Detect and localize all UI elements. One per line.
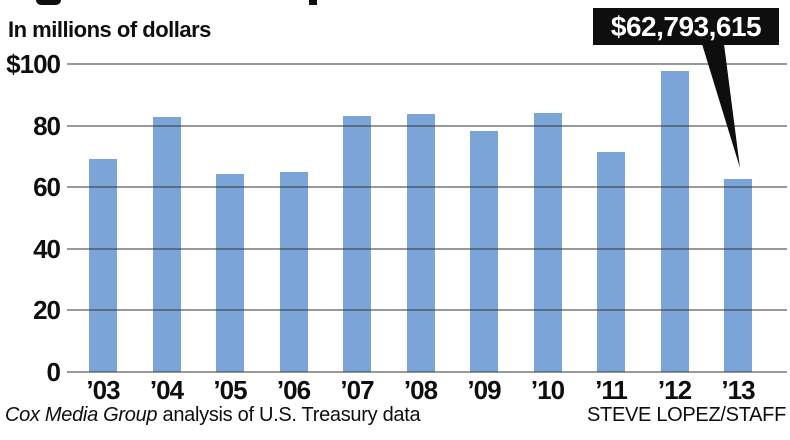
bar-07 xyxy=(343,115,371,372)
bar-10 xyxy=(533,113,562,372)
x-axis-label-13: ’13 xyxy=(721,375,755,405)
gridline-20 xyxy=(67,309,787,312)
gridline-100 xyxy=(67,63,787,65)
staff-credit: STEVE LOPEZ/STAFF xyxy=(586,404,786,426)
x-axis-label-06: ’06 xyxy=(276,375,311,405)
bar-03 xyxy=(89,159,117,372)
y-axis-label-20: 20 xyxy=(33,295,61,326)
callout-pointer-icon xyxy=(702,44,740,168)
gridline-0 xyxy=(67,371,787,373)
gridline-60 xyxy=(67,186,787,189)
callout-value-box: $62,793,615 xyxy=(593,8,779,45)
y-axis-label-60: 60 xyxy=(33,172,61,203)
bar-13 xyxy=(724,178,752,372)
x-axis-label-12: ’12 xyxy=(657,375,692,405)
x-axis-label-05: ’05 xyxy=(213,375,247,405)
callout-value-label: $62,793,615 xyxy=(610,10,762,42)
bar-05 xyxy=(216,174,244,372)
gridline-40 xyxy=(67,247,787,250)
chart-unit-label: In millions of dollars xyxy=(8,17,211,42)
bar-08 xyxy=(406,113,435,372)
x-axis-label-11: ’11 xyxy=(595,375,628,405)
source-credit: Cox Media Group analysis of U.S. Treasur… xyxy=(5,404,421,427)
y-axis-label-0: 0 xyxy=(46,357,61,387)
bar-04 xyxy=(152,116,181,372)
x-axis-label-07: ’07 xyxy=(340,375,374,405)
bar-06 xyxy=(279,172,308,372)
y-axis-label-80: 80 xyxy=(33,110,61,141)
x-axis-label-08: ’08 xyxy=(403,375,438,405)
x-axis-label-10: ’10 xyxy=(530,375,565,405)
x-axis-label-04: ’04 xyxy=(149,375,184,405)
y-axis-label-100: $100 xyxy=(6,49,61,79)
y-axis-label-40: 40 xyxy=(33,233,61,264)
cropped-title-remnant xyxy=(36,0,61,5)
cropped-title-remnant-2 xyxy=(309,0,317,5)
x-axis-label-03: ’03 xyxy=(86,375,120,405)
gridline-80 xyxy=(67,124,787,127)
bar-09 xyxy=(470,130,498,372)
x-axis-label-09: ’09 xyxy=(467,375,501,405)
bar-12 xyxy=(660,70,689,372)
source-credit-rest: analysis of U.S. Treasury data xyxy=(157,404,421,426)
bar-11 xyxy=(597,152,625,372)
source-credit-name: Cox Media Group xyxy=(5,404,158,426)
